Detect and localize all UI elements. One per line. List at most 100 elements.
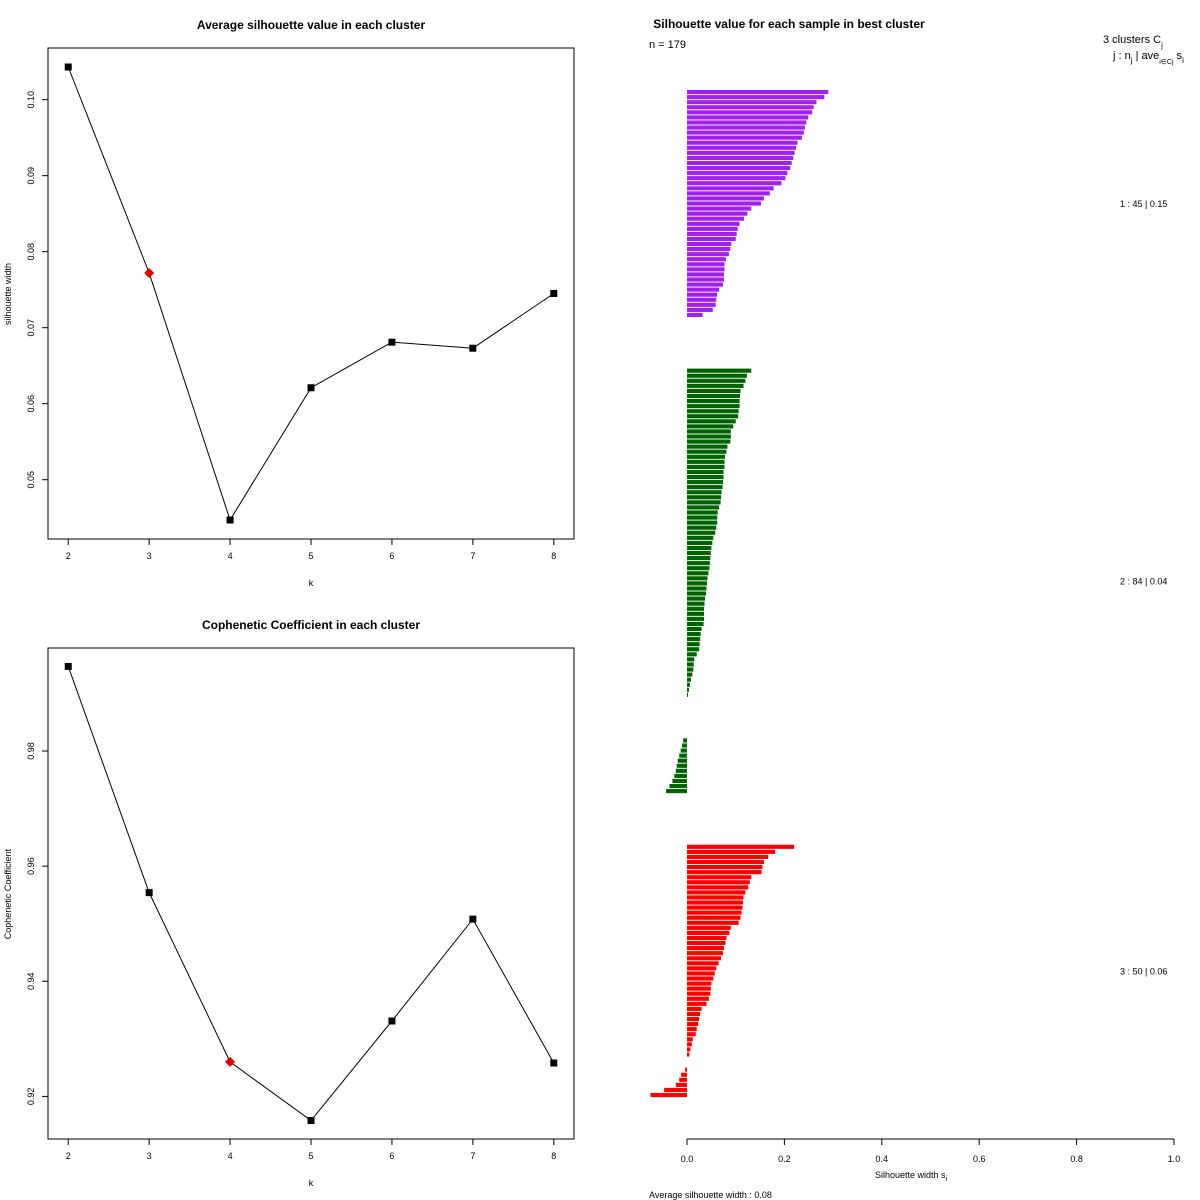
silhouette-bar-cluster-3 [687,885,749,890]
silhouette-bar-cluster-2 [675,768,687,773]
silhouette-bar-cluster-2 [687,409,739,414]
silhouette-bar-cluster-2 [682,743,687,748]
chart2-title: Cophenetic Coefficient in each cluster [202,618,420,632]
silhouette-bar-cluster-2 [687,637,701,642]
silhouette-bar-cluster-2 [674,773,687,778]
silhouette-bar-cluster-1 [687,211,748,216]
silhouette-x-tick-label: 1.0 [1168,1154,1181,1164]
silhouette-bar-cluster-1 [687,307,713,312]
chart1-ylabel: silhouette width [3,263,13,325]
silhouette-bar-cluster-1 [687,160,792,166]
chart1-y-tick-label: 0.08 [26,243,36,261]
silhouette-bar-cluster-2 [687,454,725,459]
chart1-point [226,516,234,524]
silhouette-bar-cluster-1 [687,262,725,267]
silhouette-bar-cluster-1 [687,176,786,181]
silhouette-bar-cluster-3 [687,951,724,956]
cluster-1-label: 1 : 45 | 0.15 [1120,199,1167,209]
chart2-y-axis: 0.92 0.94 0.96 0.98 [26,742,49,1105]
silhouette-x-tick-label: 0.6 [973,1154,986,1164]
silhouette-bar-cluster-3 [687,981,712,986]
silhouette-bar-cluster-1 [687,196,764,201]
silhouette-bar-cluster-2 [687,424,734,429]
silhouette-bar-cluster-3 [687,880,750,885]
silhouette-bar-cluster-1 [687,247,731,252]
silhouette-bar-cluster-2 [687,469,724,475]
silhouette-x-tick-label: 0.8 [1070,1154,1083,1164]
chart1-x-axis: 2 3 4 5 6 7 8 [66,538,556,561]
silhouette-bar-cluster-2 [687,606,705,611]
silhouette-bar-cluster-1 [687,297,717,302]
silhouette-bar-cluster-1 [687,272,725,277]
silhouette-x-axis: 0.0 0.2 0.4 0.6 0.8 1.0 [681,1138,1181,1164]
silhouette-bar-cluster-2 [687,621,704,627]
silhouette-bar-cluster-3 [687,864,763,870]
silhouette-bar-cluster-1 [687,145,797,150]
silhouette-bar-cluster-2 [687,662,694,667]
silhouette-bar-cluster-3 [687,966,717,971]
chart2-best-point [225,1056,236,1067]
silhouette-bar-cluster-2 [687,550,711,556]
chart1-y-tick-label: 0.10 [26,91,36,109]
silhouette-bar-cluster-3 [687,1006,702,1011]
silhouette-bar-cluster-2 [687,515,718,520]
silhouette-bar-cluster-2 [687,586,707,591]
silhouette-bar-cluster-3 [687,935,727,941]
silhouette-bar-cluster-3 [687,986,711,991]
chart1-x-tick-label: 2 [66,551,71,561]
silhouette-bar-cluster-3 [687,875,752,880]
silhouette-bar-cluster-1 [687,90,829,95]
silhouette-bar-cluster-2 [676,763,687,768]
chart1-y-tick-label: 0.07 [26,319,36,337]
silhouette-bar-cluster-3 [687,915,741,920]
chart1-x-tick-label: 5 [308,551,313,561]
chart1-point [64,63,72,71]
silhouette-bar-cluster-3 [687,910,742,915]
silhouette-bar-cluster-1 [687,252,729,257]
chart2-x-axis: 2 3 4 5 6 7 8 [66,1138,556,1161]
silhouette-bar-cluster-2 [687,439,731,444]
silhouette-bar-cluster-1 [687,236,736,242]
silhouette-bar-cluster-3 [687,996,709,1001]
silhouette-bar-cluster-3 [685,1067,687,1072]
silhouette-bar-cluster-3 [687,946,725,951]
silhouette-bar-cluster-3 [687,870,762,875]
silhouette-bar-cluster-2 [687,566,710,571]
silhouette-bar-cluster-2 [687,601,705,606]
silhouette-bar-cluster-2 [687,480,724,485]
silhouette-bar-cluster-3 [687,1042,692,1047]
silhouette-bar-cluster-1 [687,267,725,272]
chart1-xlabel: k [309,578,314,588]
silhouette-bar-cluster-2 [687,464,725,469]
chart2-point [145,889,153,897]
chart1-frame [47,47,575,540]
cluster-labels: 1 : 45 | 0.15 2 : 84 | 0.04 3 : 50 | 0.06 [1120,199,1167,976]
silhouette-bar-cluster-2 [687,672,693,677]
silhouette-bar-cluster-1 [687,292,718,297]
silhouette-bar-cluster-2 [687,419,736,424]
silhouette-bar-cluster-2 [687,642,700,647]
silhouette-bar-cluster-2 [677,758,687,763]
silhouette-bar-cluster-1 [687,287,720,292]
chart1-point [388,338,396,346]
silhouette-bar-cluster-3 [687,1011,701,1017]
silhouette-bar-cluster-2 [687,631,701,637]
silhouette-bar-cluster-3 [687,956,722,961]
silhouette-bar-cluster-1 [687,140,798,145]
silhouette-bar-cluster-2 [687,576,708,581]
silhouette-bar-cluster-2 [687,505,720,510]
silhouette-bar-cluster-3 [687,925,731,930]
silhouette-bar-cluster-2 [687,383,744,388]
silhouette-bar-cluster-1 [687,302,716,307]
silhouette-bar-cluster-1 [687,277,725,282]
silhouette-bar-cluster-2 [687,657,695,662]
silhouette-bar-cluster-2 [687,459,725,464]
silhouette-bar-cluster-2 [687,444,728,449]
silhouette-bar-cluster-2 [687,652,697,657]
silhouette-bar-cluster-1 [687,115,809,120]
silhouette-bar-cluster-2 [679,753,687,758]
silhouette-bar-cluster-2 [687,677,691,682]
silhouette-bar-cluster-1 [687,125,805,130]
chart2-y-tick-label: 0.94 [26,973,36,991]
silhouette-bar-cluster-3 [687,930,730,935]
